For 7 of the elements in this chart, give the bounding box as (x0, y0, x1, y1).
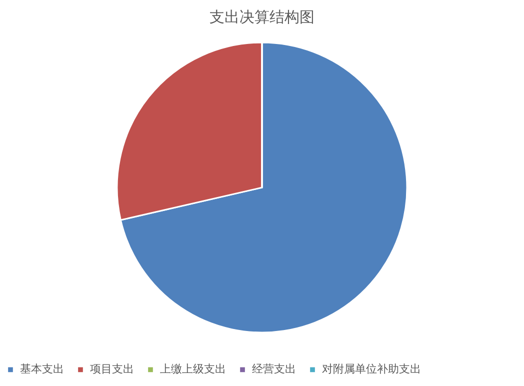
legend-label: 项目支出 (90, 362, 134, 376)
pie-slice (120, 42, 408, 333)
legend-label: 对附属单位补助支出 (322, 362, 421, 376)
chart-title: 支出决算结构图 (210, 8, 314, 26)
legend-label: 经营支出 (252, 362, 296, 376)
legend-label: 基本支出 (20, 362, 64, 376)
legend-label: 上缴上级支出 (160, 362, 226, 376)
